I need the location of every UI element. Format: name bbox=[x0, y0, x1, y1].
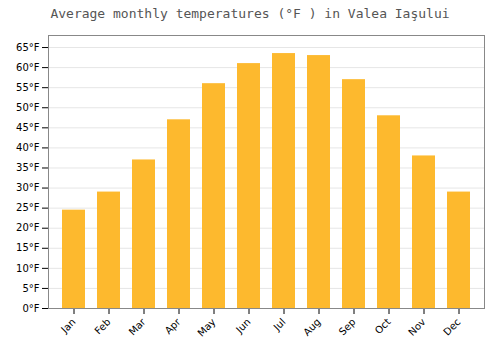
svg-text:55°F: 55°F bbox=[16, 82, 40, 93]
svg-text:25°F: 25°F bbox=[16, 202, 40, 213]
svg-text:15°F: 15°F bbox=[16, 242, 40, 253]
svg-text:Dec: Dec bbox=[441, 316, 462, 337]
svg-text:Aug: Aug bbox=[301, 316, 323, 338]
svg-text:Sep: Sep bbox=[337, 316, 358, 337]
svg-text:50°F: 50°F bbox=[16, 102, 40, 113]
html-text:Average monthly temperatures (: Average monthly temperatures (°F ) in Va… bbox=[50, 6, 450, 21]
svg-text:Apr: Apr bbox=[163, 316, 184, 337]
svg-text:Feb: Feb bbox=[92, 316, 112, 336]
svg-text:10°F: 10°F bbox=[16, 263, 40, 274]
svg-text:65°F: 65°F bbox=[16, 42, 40, 53]
svg-text:Jan: Jan bbox=[58, 316, 77, 335]
svg-text:Mar: Mar bbox=[127, 316, 149, 338]
svg-text:20°F: 20°F bbox=[16, 222, 40, 233]
svg-text:0°F: 0°F bbox=[22, 303, 39, 314]
svg-text:60°F: 60°F bbox=[16, 62, 40, 73]
svg-text:Oct: Oct bbox=[373, 316, 393, 336]
svg-text:Jul: Jul bbox=[271, 316, 288, 333]
svg-text:Jun: Jun bbox=[233, 316, 253, 336]
svg-text:40°F: 40°F bbox=[16, 142, 40, 153]
svg-text:May: May bbox=[195, 316, 217, 338]
svg-text:5°F: 5°F bbox=[22, 283, 39, 294]
svg-text:35°F: 35°F bbox=[16, 162, 40, 173]
svg-text:45°F: 45°F bbox=[16, 122, 40, 133]
svg-text:30°F: 30°F bbox=[16, 182, 40, 193]
svg-text:Nov: Nov bbox=[406, 316, 428, 338]
